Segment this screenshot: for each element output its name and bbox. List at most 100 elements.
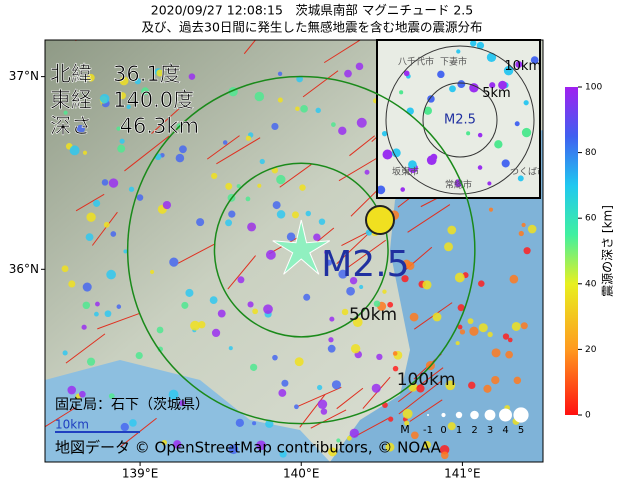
quake-dot bbox=[487, 331, 493, 338]
quake-dot bbox=[511, 321, 521, 331]
quake-dot bbox=[179, 400, 186, 406]
inset-epicenter: M2.5 bbox=[444, 113, 476, 128]
quake-dot bbox=[104, 310, 112, 318]
quake-dot bbox=[86, 73, 95, 82]
inset-place: 八千代市 bbox=[398, 56, 434, 68]
quake-dot bbox=[292, 211, 299, 219]
quake-dot bbox=[349, 276, 358, 285]
fault-line bbox=[409, 399, 443, 422]
distance-label: 50km bbox=[349, 305, 397, 325]
inset-dot bbox=[498, 80, 507, 90]
quake-dot bbox=[457, 324, 463, 330]
fault-line bbox=[349, 135, 375, 157]
inset-dot bbox=[470, 40, 477, 47]
inset-dot bbox=[477, 132, 483, 138]
quake-dot bbox=[305, 210, 312, 217]
epicenter-star bbox=[272, 219, 331, 275]
magnitude-label: M2.5 bbox=[321, 244, 409, 285]
inset-circle bbox=[385, 45, 535, 195]
quake-dot bbox=[507, 337, 513, 343]
colorbar-tick-label: 100 bbox=[585, 83, 602, 93]
quake-dot bbox=[81, 324, 87, 330]
quake-dot bbox=[469, 326, 479, 336]
quake-dot bbox=[296, 75, 303, 83]
quake-dot bbox=[416, 384, 425, 393]
inset-dot bbox=[400, 187, 406, 192]
quake-dot bbox=[257, 183, 262, 188]
quake-dot bbox=[272, 201, 281, 210]
quake-dot bbox=[338, 126, 347, 136]
quake-dot bbox=[520, 322, 528, 330]
colorbar-tick-label: 60 bbox=[585, 214, 597, 224]
quake-dot bbox=[328, 337, 334, 343]
quake-dot bbox=[279, 450, 287, 458]
quake-dot bbox=[278, 389, 287, 397]
inset-place: 下妻市 bbox=[440, 56, 467, 68]
quake-dot bbox=[329, 316, 335, 322]
quake-dot bbox=[247, 301, 254, 308]
quake-dot bbox=[518, 230, 524, 237]
quake-dot bbox=[82, 150, 88, 155]
quake-dot bbox=[136, 194, 144, 201]
quake-dot bbox=[422, 280, 432, 290]
quake-dot bbox=[286, 232, 296, 241]
fault-line bbox=[279, 164, 312, 188]
bay bbox=[45, 360, 330, 462]
quake-dot bbox=[237, 276, 245, 284]
quake-dot bbox=[509, 274, 519, 284]
quake-dot bbox=[69, 145, 80, 156]
mag-legend-label: 1 bbox=[456, 425, 462, 436]
quake-dot bbox=[175, 153, 185, 163]
quake-dot bbox=[327, 344, 336, 353]
quake-dot bbox=[341, 308, 349, 316]
station-label: 固定局：石下（茨城県） bbox=[55, 397, 209, 413]
fault-line bbox=[227, 255, 256, 290]
inset-place: 坂東市 bbox=[392, 166, 419, 178]
distance-label: 100km bbox=[397, 370, 456, 390]
quake-dot bbox=[336, 438, 341, 443]
quake-dot bbox=[447, 225, 457, 235]
distance-circle bbox=[213, 162, 389, 338]
quake-dot bbox=[126, 104, 131, 109]
quake-dot bbox=[350, 344, 361, 354]
mag-legend-dot bbox=[499, 408, 512, 422]
inset-dot bbox=[408, 160, 417, 169]
fault-line bbox=[353, 418, 389, 438]
quake-dot bbox=[410, 431, 419, 440]
fault-line bbox=[407, 204, 451, 233]
quake-dot bbox=[276, 210, 286, 219]
inset-dot bbox=[489, 82, 496, 89]
inset-dot bbox=[423, 106, 432, 115]
quake-dot bbox=[141, 87, 150, 96]
quake-dot bbox=[236, 184, 241, 189]
inset-dot bbox=[521, 127, 532, 138]
quake-dot bbox=[190, 320, 200, 331]
quake-dot bbox=[250, 363, 258, 371]
quake-dot bbox=[211, 328, 221, 338]
fault-line bbox=[216, 137, 261, 165]
quake-dot bbox=[349, 428, 359, 438]
inset-dot bbox=[426, 155, 437, 166]
inset-dot bbox=[515, 60, 523, 68]
quake-dot bbox=[225, 219, 233, 227]
quake-dot bbox=[373, 300, 381, 308]
quake-dot bbox=[179, 145, 187, 154]
mag-legend-label: 0 bbox=[440, 425, 446, 436]
quake-dot bbox=[79, 390, 86, 398]
info-line: 深さ 46.3km bbox=[50, 114, 199, 138]
quake-dot bbox=[198, 321, 206, 329]
fault-line bbox=[65, 333, 106, 364]
y-tick-label: 36°N bbox=[9, 262, 39, 276]
inset-dot bbox=[449, 85, 456, 93]
quake-dot bbox=[252, 421, 257, 426]
quake-dot bbox=[294, 404, 299, 410]
quake-dot bbox=[300, 105, 308, 113]
quake-dot bbox=[441, 451, 449, 460]
quake-dot bbox=[277, 97, 283, 103]
inset-dot bbox=[456, 49, 461, 54]
quake-dot bbox=[228, 444, 239, 455]
colorbar-tick-label: 80 bbox=[585, 148, 597, 158]
fault-line bbox=[346, 239, 387, 269]
quake-dot bbox=[392, 365, 399, 372]
